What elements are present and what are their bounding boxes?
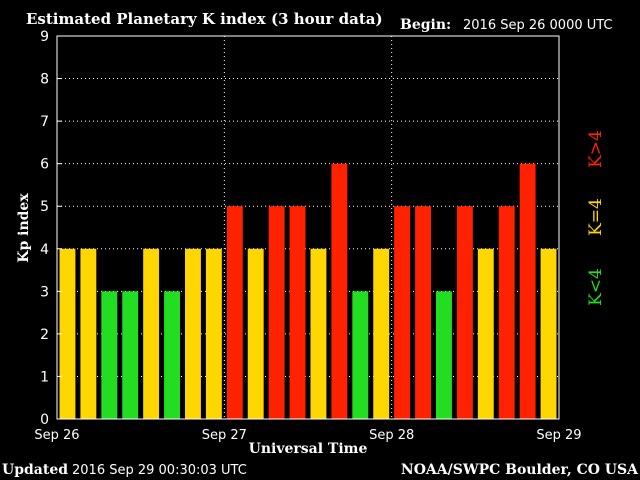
bar — [122, 291, 139, 419]
y-tick-label: 1 — [40, 369, 49, 385]
updated-label: Updated — [2, 462, 68, 478]
y-tick-label: 9 — [40, 29, 49, 45]
plot-frame — [56, 35, 560, 420]
bar — [185, 248, 201, 419]
bar — [394, 206, 411, 419]
y-tick-label: 7 — [40, 114, 49, 130]
bar — [310, 248, 327, 419]
legend-yellow: K=4 — [586, 198, 606, 236]
bar — [498, 206, 515, 419]
x-tick-label: Sep 26 — [34, 428, 79, 443]
bars — [59, 163, 557, 419]
bar — [331, 163, 348, 419]
bar — [164, 291, 180, 419]
y-tick-label: 0 — [40, 412, 49, 428]
bar — [247, 248, 264, 419]
bar — [352, 291, 369, 419]
bar — [226, 206, 243, 419]
y-tick-label: 3 — [40, 284, 49, 300]
source-credit: NOAA/SWPC Boulder, CO USA — [401, 462, 639, 478]
bar — [540, 248, 557, 419]
bar — [205, 248, 222, 419]
x-tick-label: Sep 27 — [202, 428, 247, 443]
begin-value: 2016 Sep 26 0000 UTC — [463, 18, 613, 33]
updated-value: 2016 Sep 29 00:30:03 UTC — [72, 463, 247, 478]
bar — [59, 248, 76, 419]
bar — [143, 248, 160, 419]
legend-green: K<4 — [586, 268, 606, 306]
y-axis-ticks: 0 1 2 3 4 5 6 7 8 9 — [40, 29, 62, 428]
bar — [477, 248, 494, 419]
bar — [101, 291, 118, 419]
y-tick-label: 2 — [40, 327, 49, 343]
chart-title: Estimated Planetary K index (3 hour data… — [26, 10, 383, 28]
y-axis-label: Kp index — [16, 193, 32, 263]
bar — [289, 206, 306, 419]
x-tick-label: Sep 29 — [536, 428, 581, 443]
y-tick-label: 8 — [40, 72, 49, 88]
bar — [373, 248, 390, 419]
x-axis-ticks: Sep 26 Sep 27 Sep 28 Sep 29 — [34, 428, 581, 443]
begin-label: Begin: — [400, 17, 451, 33]
y-tick-label: 5 — [40, 199, 49, 215]
bar — [436, 291, 452, 419]
y-tick-label: 4 — [40, 242, 49, 258]
bar — [519, 163, 536, 419]
x-tick-label: Sep 28 — [369, 428, 414, 443]
legend-red: K>4 — [586, 130, 606, 168]
bar — [80, 248, 97, 419]
bar — [415, 206, 431, 419]
bar — [268, 206, 285, 419]
y-tick-label: 6 — [40, 157, 49, 173]
x-axis-label: Universal Time — [249, 441, 368, 457]
bar — [456, 206, 473, 419]
